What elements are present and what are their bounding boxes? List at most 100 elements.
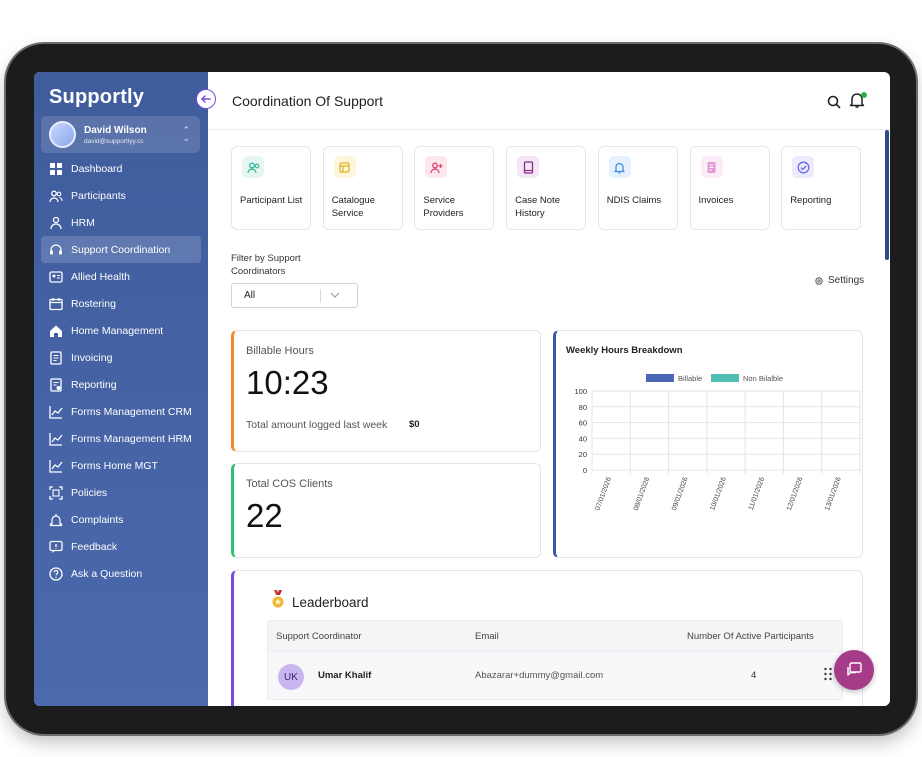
top-header: Coordination Of Support (208, 72, 890, 130)
billable-hours-label: Billable Hours (246, 345, 314, 357)
question-icon (48, 566, 64, 582)
sidebar-item-label: Complaints (71, 513, 124, 526)
sidebar-item-participants[interactable]: Participants (41, 182, 201, 209)
logged-text: Total amount logged last week (246, 419, 388, 431)
cos-clients-card: Total COS Clients 22 (231, 463, 541, 558)
gear-icon (815, 276, 823, 285)
x-tick-label: 08/01/2026 (633, 476, 652, 511)
sidebar-item-support-coordination[interactable]: Support Coordination (41, 236, 201, 263)
calendar-icon (48, 296, 64, 312)
y-tick-label: 20 (579, 450, 587, 459)
y-tick-label: 80 (579, 403, 587, 412)
chat-button[interactable] (834, 650, 874, 690)
check-circle-icon (792, 156, 815, 178)
sidebar-item-forms-management-crm[interactable]: Forms Management CRM (41, 398, 201, 425)
x-tick-label: 10/01/2026 (709, 476, 728, 511)
filter-label: Filter by Support Coordinators (231, 253, 301, 277)
logged-amount: $0 (409, 419, 420, 430)
column-header: Support Coordinator (276, 630, 362, 642)
legend-label: Billable (678, 374, 702, 383)
select-divider (320, 289, 321, 303)
user-switcher[interactable]: David Wilson david@supportlyy.cc ⌃ ⌄ (41, 116, 200, 153)
feedback-icon (48, 539, 64, 555)
sidebar-item-complaints[interactable]: Complaints (41, 506, 201, 533)
app-logo: Supportly (49, 86, 145, 108)
sidebar-item-label: Feedback (71, 540, 118, 553)
weekly-hours-chart: Billable Non Bilalble 0 20 40 60 80 100 07/01/20… (574, 374, 861, 512)
tile-catalogue-service[interactable]: Catalogue Service (322, 146, 403, 230)
invoice-icon (48, 350, 64, 366)
y-tick-label: 100 (574, 387, 587, 396)
sidebar-item-rostering[interactable]: Rostering (41, 290, 201, 317)
leaderboard-title: Leaderboard (292, 595, 369, 610)
grid-icon (48, 161, 64, 177)
sidebar-item-feedback[interactable]: Feedback (41, 533, 201, 560)
x-tick-label: 09/01/2026 (671, 476, 690, 511)
leaderboard-card: Leaderboard Support Coordinator Email Nu… (231, 570, 863, 706)
tile-case-note-history[interactable]: Case Note History (506, 146, 587, 230)
book-icon (517, 156, 540, 178)
complaint-icon (48, 512, 64, 528)
users-icon (242, 156, 264, 178)
drag-handle-icon[interactable] (823, 666, 833, 682)
x-tick-label: 12/01/2026 (786, 476, 805, 511)
sidebar-item-hrm[interactable]: HRM (41, 209, 201, 236)
tile-ndis-claims[interactable]: NDIS Claims (597, 146, 678, 230)
notification-bell-icon[interactable] (848, 91, 866, 109)
sidebar-item-reporting[interactable]: Reporting (41, 371, 201, 398)
sidebar-item-label: Home Management (71, 324, 164, 337)
page-title: Coordination Of Support (232, 93, 383, 109)
sidebar-item-dashboard[interactable]: Dashboard (41, 155, 201, 182)
collapse-sidebar-button[interactable] (196, 89, 216, 109)
users-icon (48, 188, 64, 204)
vertical-scrollbar[interactable] (885, 130, 889, 260)
tile-invoices[interactable]: Invoices (689, 146, 770, 230)
table-row[interactable] (267, 652, 843, 700)
sidebar-item-allied-health[interactable]: Allied Health (41, 263, 201, 290)
x-tick-label: 13/01/2026 (824, 476, 843, 511)
cos-clients-label: Total COS Clients (246, 478, 333, 490)
document-icon (700, 156, 723, 178)
sidebar-item-policies[interactable]: Policies (41, 479, 201, 506)
chevron-down-icon (330, 292, 340, 298)
tile-label: Participant List (240, 195, 303, 206)
tile-participant-list[interactable]: Participant List (231, 146, 311, 230)
filter-value: All (244, 290, 256, 301)
tile-label: Reporting (790, 195, 832, 206)
tile-reporting[interactable]: Reporting (781, 146, 862, 230)
headset-icon (48, 242, 64, 258)
sidebar-item-label: Forms Management HRM (71, 432, 192, 445)
sidebar-item-label: Support Coordination (71, 243, 171, 256)
sidebar-item-invoicing[interactable]: Invoicing (41, 344, 201, 371)
sidebar-item-forms-home-mgt[interactable]: Forms Home MGT (41, 452, 201, 479)
catalogue-icon (333, 156, 356, 178)
coordinator-filter-select[interactable]: All (231, 283, 358, 308)
sidebar-item-label: Allied Health (71, 270, 130, 283)
sidebar-item-forms-management-hrm[interactable]: Forms Management HRM (41, 425, 201, 452)
sidebar-item-label: Policies (71, 486, 108, 499)
app-screen: Supportly David Wilson david@supportlyy.… (34, 72, 890, 706)
user-name: David Wilson (84, 125, 147, 136)
chart-line-icon (48, 404, 64, 420)
chevron-updown-icon: ⌃ ⌄ (182, 125, 190, 143)
settings-link[interactable]: Settings (814, 275, 864, 286)
billable-hours-card: Billable Hours 10:23 Total amount logged… (231, 330, 541, 452)
tile-label: Catalogue Service (331, 195, 375, 219)
sidebar-item-ask-a-question[interactable]: Ask a Question (41, 560, 201, 587)
sidebar-item-home-management[interactable]: Home Management (41, 317, 201, 344)
search-icon[interactable] (826, 94, 842, 110)
settings-label: Settings (828, 275, 865, 286)
table-header (267, 620, 843, 652)
sidebar-item-label: Forms Management CRM (71, 405, 192, 418)
billable-hours-value: 10:23 (246, 364, 329, 401)
tile-service-providers[interactable]: Service Providers (414, 146, 495, 230)
legend-label: Non Bilalble (743, 374, 783, 383)
tile-label: NDIS Claims (606, 195, 662, 206)
report-icon (48, 377, 64, 393)
id-card-icon (48, 269, 64, 285)
sidebar-item-label: Participants (71, 189, 126, 202)
bell-icon (608, 156, 631, 178)
tile-label: Service Providers (423, 195, 464, 219)
tile-label: Invoices (698, 195, 734, 206)
chat-icon (847, 662, 862, 676)
